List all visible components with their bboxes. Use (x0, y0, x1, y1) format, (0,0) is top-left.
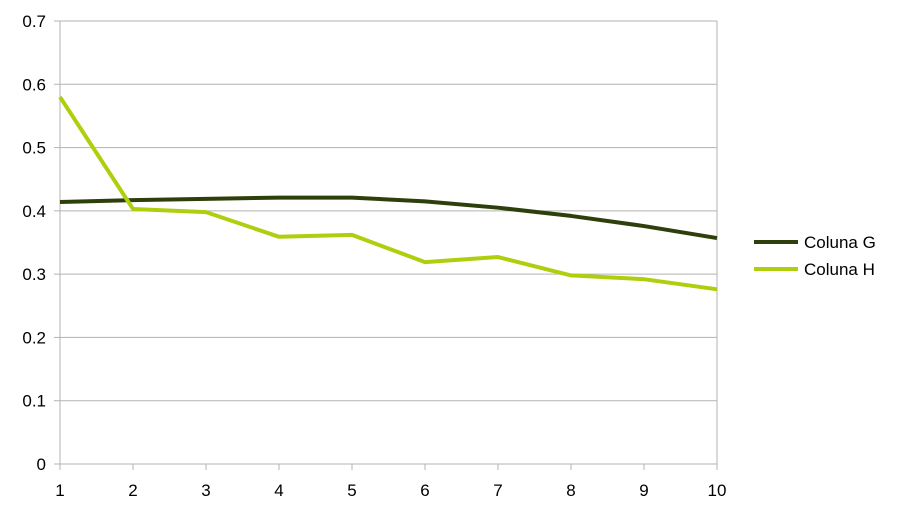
x-tick-label: 1 (55, 481, 64, 500)
legend-label: Coluna H (804, 260, 875, 279)
x-tick-label: 8 (566, 481, 575, 500)
x-tick-label: 3 (201, 481, 210, 500)
x-tick-label: 7 (493, 481, 502, 500)
y-tick-label: 0.3 (22, 265, 46, 284)
axes (54, 20, 718, 470)
y-tick-label: 0.1 (22, 392, 46, 411)
x-tick-label: 6 (420, 481, 429, 500)
x-tick-label: 4 (274, 481, 283, 500)
y-tick-label: 0.5 (22, 139, 46, 158)
y-axis-tick-labels: 0 0.1 0.2 0.3 0.4 0.5 0.6 0.7 (22, 12, 46, 474)
y-tick-label: 0 (37, 455, 46, 474)
x-tick-label: 5 (347, 481, 356, 500)
legend: Coluna G Coluna H (754, 233, 876, 279)
series-line-coluna-g (59, 195, 718, 241)
series-line-coluna-h (58, 95, 718, 292)
series-lines (58, 95, 718, 292)
y-tick-label: 0.4 (22, 202, 46, 221)
x-tick-label: 10 (708, 481, 727, 500)
y-tick-label: 0.2 (22, 328, 46, 347)
x-tick-label: 2 (128, 481, 137, 500)
y-tick-label: 0.7 (22, 12, 46, 31)
legend-label: Coluna G (804, 233, 876, 252)
y-tick-label: 0.6 (22, 75, 46, 94)
x-axis-tick-labels: 1 2 3 4 5 6 7 8 9 10 (55, 481, 726, 500)
x-tick-label: 9 (639, 481, 648, 500)
